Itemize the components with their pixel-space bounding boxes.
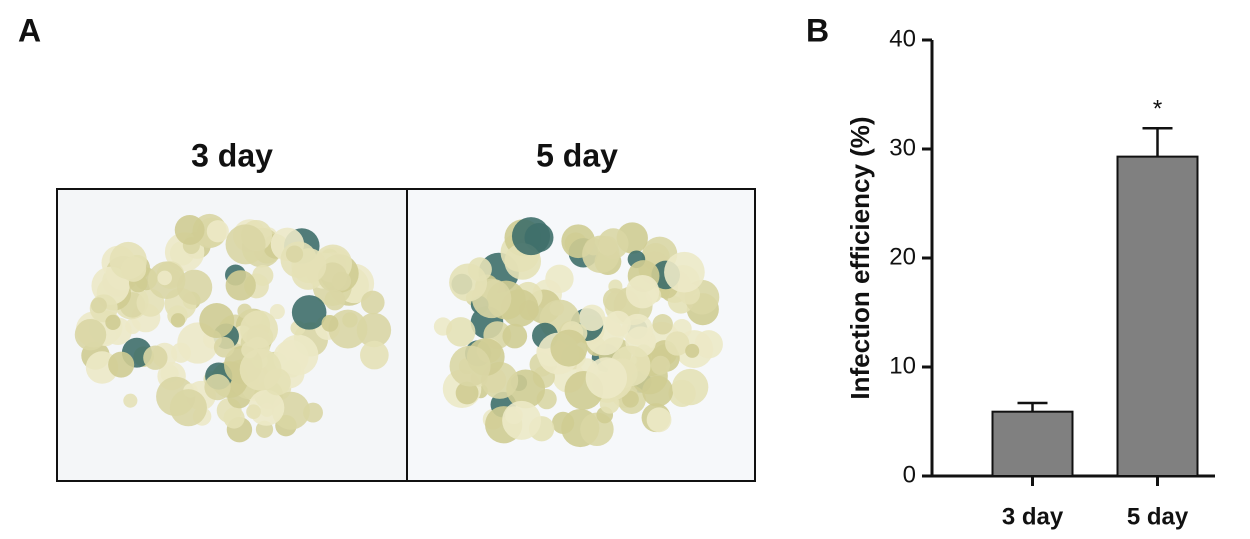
- cell-cluster: [361, 290, 385, 315]
- cell-cluster: [652, 314, 673, 335]
- cell-cluster: [239, 348, 282, 391]
- micrographs: [57, 189, 755, 481]
- cell-cluster: [291, 295, 327, 330]
- cell-cluster: [511, 217, 551, 256]
- cell-cluster: [223, 407, 245, 429]
- bar: [991, 410, 1074, 477]
- cell-cluster: [646, 407, 672, 433]
- error-bar: [1142, 127, 1173, 157]
- cell-cluster: [599, 393, 620, 414]
- panel-label: B: [806, 12, 829, 48]
- panel-label: A: [18, 12, 41, 48]
- cell-cluster: [199, 303, 235, 339]
- cell-cluster: [105, 314, 121, 331]
- cell-cluster: [597, 228, 629, 259]
- cell-cluster: [328, 309, 368, 349]
- cell-cluster: [602, 288, 627, 312]
- cell-cluster: [664, 251, 705, 293]
- cell-cluster: [672, 368, 709, 406]
- cell-cluster: [625, 275, 660, 309]
- cell-cluster: [176, 269, 213, 305]
- x-tick-label: 5 day: [1127, 503, 1189, 530]
- cell-cluster: [685, 343, 700, 358]
- cell-cluster: [585, 357, 628, 399]
- cell-cluster: [502, 400, 542, 440]
- cell-cluster: [225, 224, 266, 265]
- cell-cluster: [225, 270, 256, 301]
- cell-cluster: [285, 245, 304, 263]
- image-title: 5 day: [536, 137, 618, 173]
- cell-cluster: [455, 381, 479, 405]
- cell-cluster: [206, 220, 229, 243]
- cell-cluster: [551, 411, 575, 435]
- image-title: 3 day: [191, 137, 273, 173]
- cell-cluster: [108, 351, 135, 378]
- cell-cluster: [324, 289, 346, 311]
- cell-cluster: [578, 304, 606, 331]
- cell-cluster: [123, 393, 138, 408]
- cell-cluster: [694, 330, 723, 359]
- cell-cluster: [502, 323, 528, 349]
- cell-cluster: [622, 390, 639, 408]
- cell-cluster: [605, 310, 631, 337]
- cell-cluster: [157, 270, 172, 286]
- cell-cluster: [170, 313, 186, 328]
- cell-cluster: [74, 318, 107, 351]
- cell-cluster: [665, 331, 690, 356]
- bar-chart: 0 10 20 30 40 3 day 5 day *: [889, 25, 1215, 530]
- cell-cluster: [240, 310, 278, 349]
- cell-cluster: [204, 374, 231, 401]
- y-tick-label: 30: [889, 134, 916, 161]
- cell-cluster: [213, 336, 235, 358]
- cell-cluster: [143, 345, 168, 370]
- cell-cluster: [550, 329, 588, 367]
- y-tick-label: 0: [903, 461, 916, 488]
- cell-cluster: [360, 340, 389, 370]
- y-tick-label: 40: [889, 25, 916, 52]
- cell-cluster: [269, 303, 285, 320]
- cell-cluster: [174, 214, 205, 245]
- cell-cluster: [246, 404, 261, 420]
- cell-cluster: [332, 271, 352, 291]
- cell-cluster: [321, 314, 339, 332]
- cell-cluster: [545, 264, 574, 294]
- error-bar: [1017, 401, 1048, 412]
- x-tick-label: 3 day: [1002, 503, 1064, 530]
- cell-cluster: [650, 355, 671, 375]
- cell-cluster: [277, 334, 319, 376]
- bar: [1116, 155, 1199, 477]
- cell-cluster: [449, 345, 491, 387]
- cell-cluster: [449, 263, 488, 302]
- y-axis-label: Infection efficiency (%): [845, 116, 875, 399]
- cell-cluster: [90, 297, 107, 314]
- cell-cluster: [169, 389, 207, 427]
- y-tick-label: 20: [889, 243, 916, 270]
- significance-marker: *: [1153, 96, 1162, 123]
- cell-cluster: [446, 317, 476, 347]
- cell-cluster: [642, 375, 674, 407]
- y-tick-label: 10: [889, 352, 916, 379]
- cell-cluster: [120, 256, 147, 282]
